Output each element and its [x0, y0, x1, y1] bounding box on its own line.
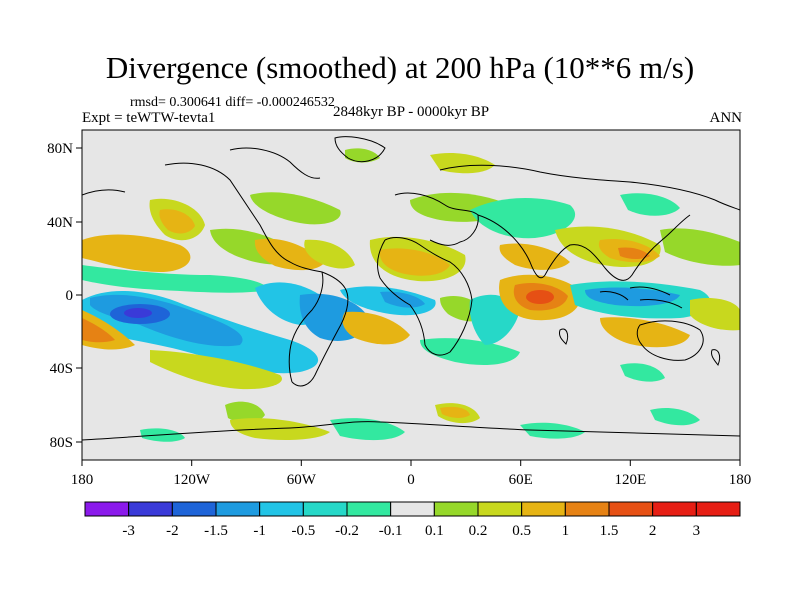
colorbar-box [521, 501, 566, 517]
colorbar-label: 2 [649, 523, 657, 539]
field-contour [650, 408, 700, 426]
longitude-axis: 180 120W 60W 0 60E 120E 180 [71, 460, 752, 488]
field-contour [124, 308, 152, 318]
colorbar-box [346, 501, 392, 517]
field-contour [620, 193, 680, 216]
colorbar-label: -0.5 [291, 523, 315, 539]
latitude-axis: 80N 40N 0 40S 80S [47, 141, 82, 451]
field-contour [585, 287, 680, 307]
field-contour [618, 247, 650, 259]
field-contour [690, 298, 740, 331]
plot-title: Divergence (smoothed) at 200 hPa (10**6 … [105, 50, 695, 85]
field-contour [660, 228, 740, 266]
colorbar-label: 1 [562, 523, 570, 539]
field-contour [470, 198, 576, 239]
field-contour [345, 148, 380, 163]
field-contour [159, 209, 195, 234]
field-contour [600, 317, 690, 348]
colorbar-box [564, 501, 610, 517]
lat-tick-label: 80N [47, 141, 73, 157]
colorbar-box [608, 501, 654, 517]
lon-tick-label: 120W [173, 472, 211, 488]
lon-tick-label: 180 [729, 472, 752, 488]
colorbar-label: 1.5 [600, 523, 619, 539]
experiment-label: Expt = teWTW-tevta1 [82, 110, 216, 126]
colorbar-label: -0.2 [335, 523, 359, 539]
rmsd-diff-stats: rmsd= 0.300641 diff= -0.000246532 [130, 95, 335, 110]
colorbar-box [652, 501, 697, 517]
field-contour [526, 290, 554, 304]
colorbar-label: -3 [122, 523, 135, 539]
field-contour [82, 234, 191, 272]
field-contour [225, 401, 265, 423]
field-contour [342, 311, 410, 345]
field-contour [420, 338, 520, 365]
colorbar-box [259, 501, 304, 517]
colorbar-box [302, 501, 348, 517]
colorbar-box [695, 501, 741, 517]
field-contour [250, 192, 341, 225]
lon-tick-label: 180 [71, 472, 94, 488]
colorbar-box [477, 501, 523, 517]
lon-tick-label: 0 [407, 472, 415, 488]
season-label: ANN [709, 110, 743, 126]
field-contour [230, 418, 330, 440]
field-contour [440, 406, 470, 418]
coastlines [82, 136, 740, 441]
lat-tick-label: 40N [47, 215, 73, 231]
colorbar-box [215, 501, 261, 517]
time-period-label: 2848kyr BP - 0000kyr BP [332, 104, 490, 120]
lon-tick-label: 120E [614, 472, 646, 488]
field-contour [380, 291, 425, 308]
lat-tick-label: 80S [50, 435, 73, 451]
field-contour [150, 350, 282, 390]
colorbar-labels: -3 -2 -1.5 -1 -0.5 -0.2 -0.1 0.1 0.2 0.5 1 1.5 2 3 [122, 523, 700, 539]
lat-tick-label: 0 [66, 288, 74, 304]
colorbar-box [171, 501, 217, 517]
field-contour [82, 265, 270, 293]
colorbar-label: -1 [253, 523, 266, 539]
colorbar-label: -1.5 [204, 523, 228, 539]
colorbar-box [84, 501, 130, 517]
colorbar-label: 0.1 [425, 523, 444, 539]
colorbar-label: -2 [166, 523, 179, 539]
field-contour [304, 239, 355, 269]
divergence-field [82, 136, 740, 442]
colorbar-label: 0.5 [512, 523, 531, 539]
field-contour [620, 363, 665, 382]
colorbar-box [433, 501, 479, 517]
field-contour [379, 248, 450, 276]
colorbar-label: 0.2 [469, 523, 488, 539]
colorbar [84, 501, 741, 517]
lon-tick-label: 60W [287, 472, 317, 488]
field-contour [330, 418, 405, 441]
colorbar-label: 3 [693, 523, 701, 539]
lon-tick-label: 60E [509, 472, 533, 488]
colorbar-box [390, 501, 435, 517]
colorbar-box [128, 501, 173, 517]
lat-tick-label: 40S [50, 361, 73, 377]
colorbar-label: -0.1 [379, 523, 403, 539]
field-contour [82, 318, 115, 343]
